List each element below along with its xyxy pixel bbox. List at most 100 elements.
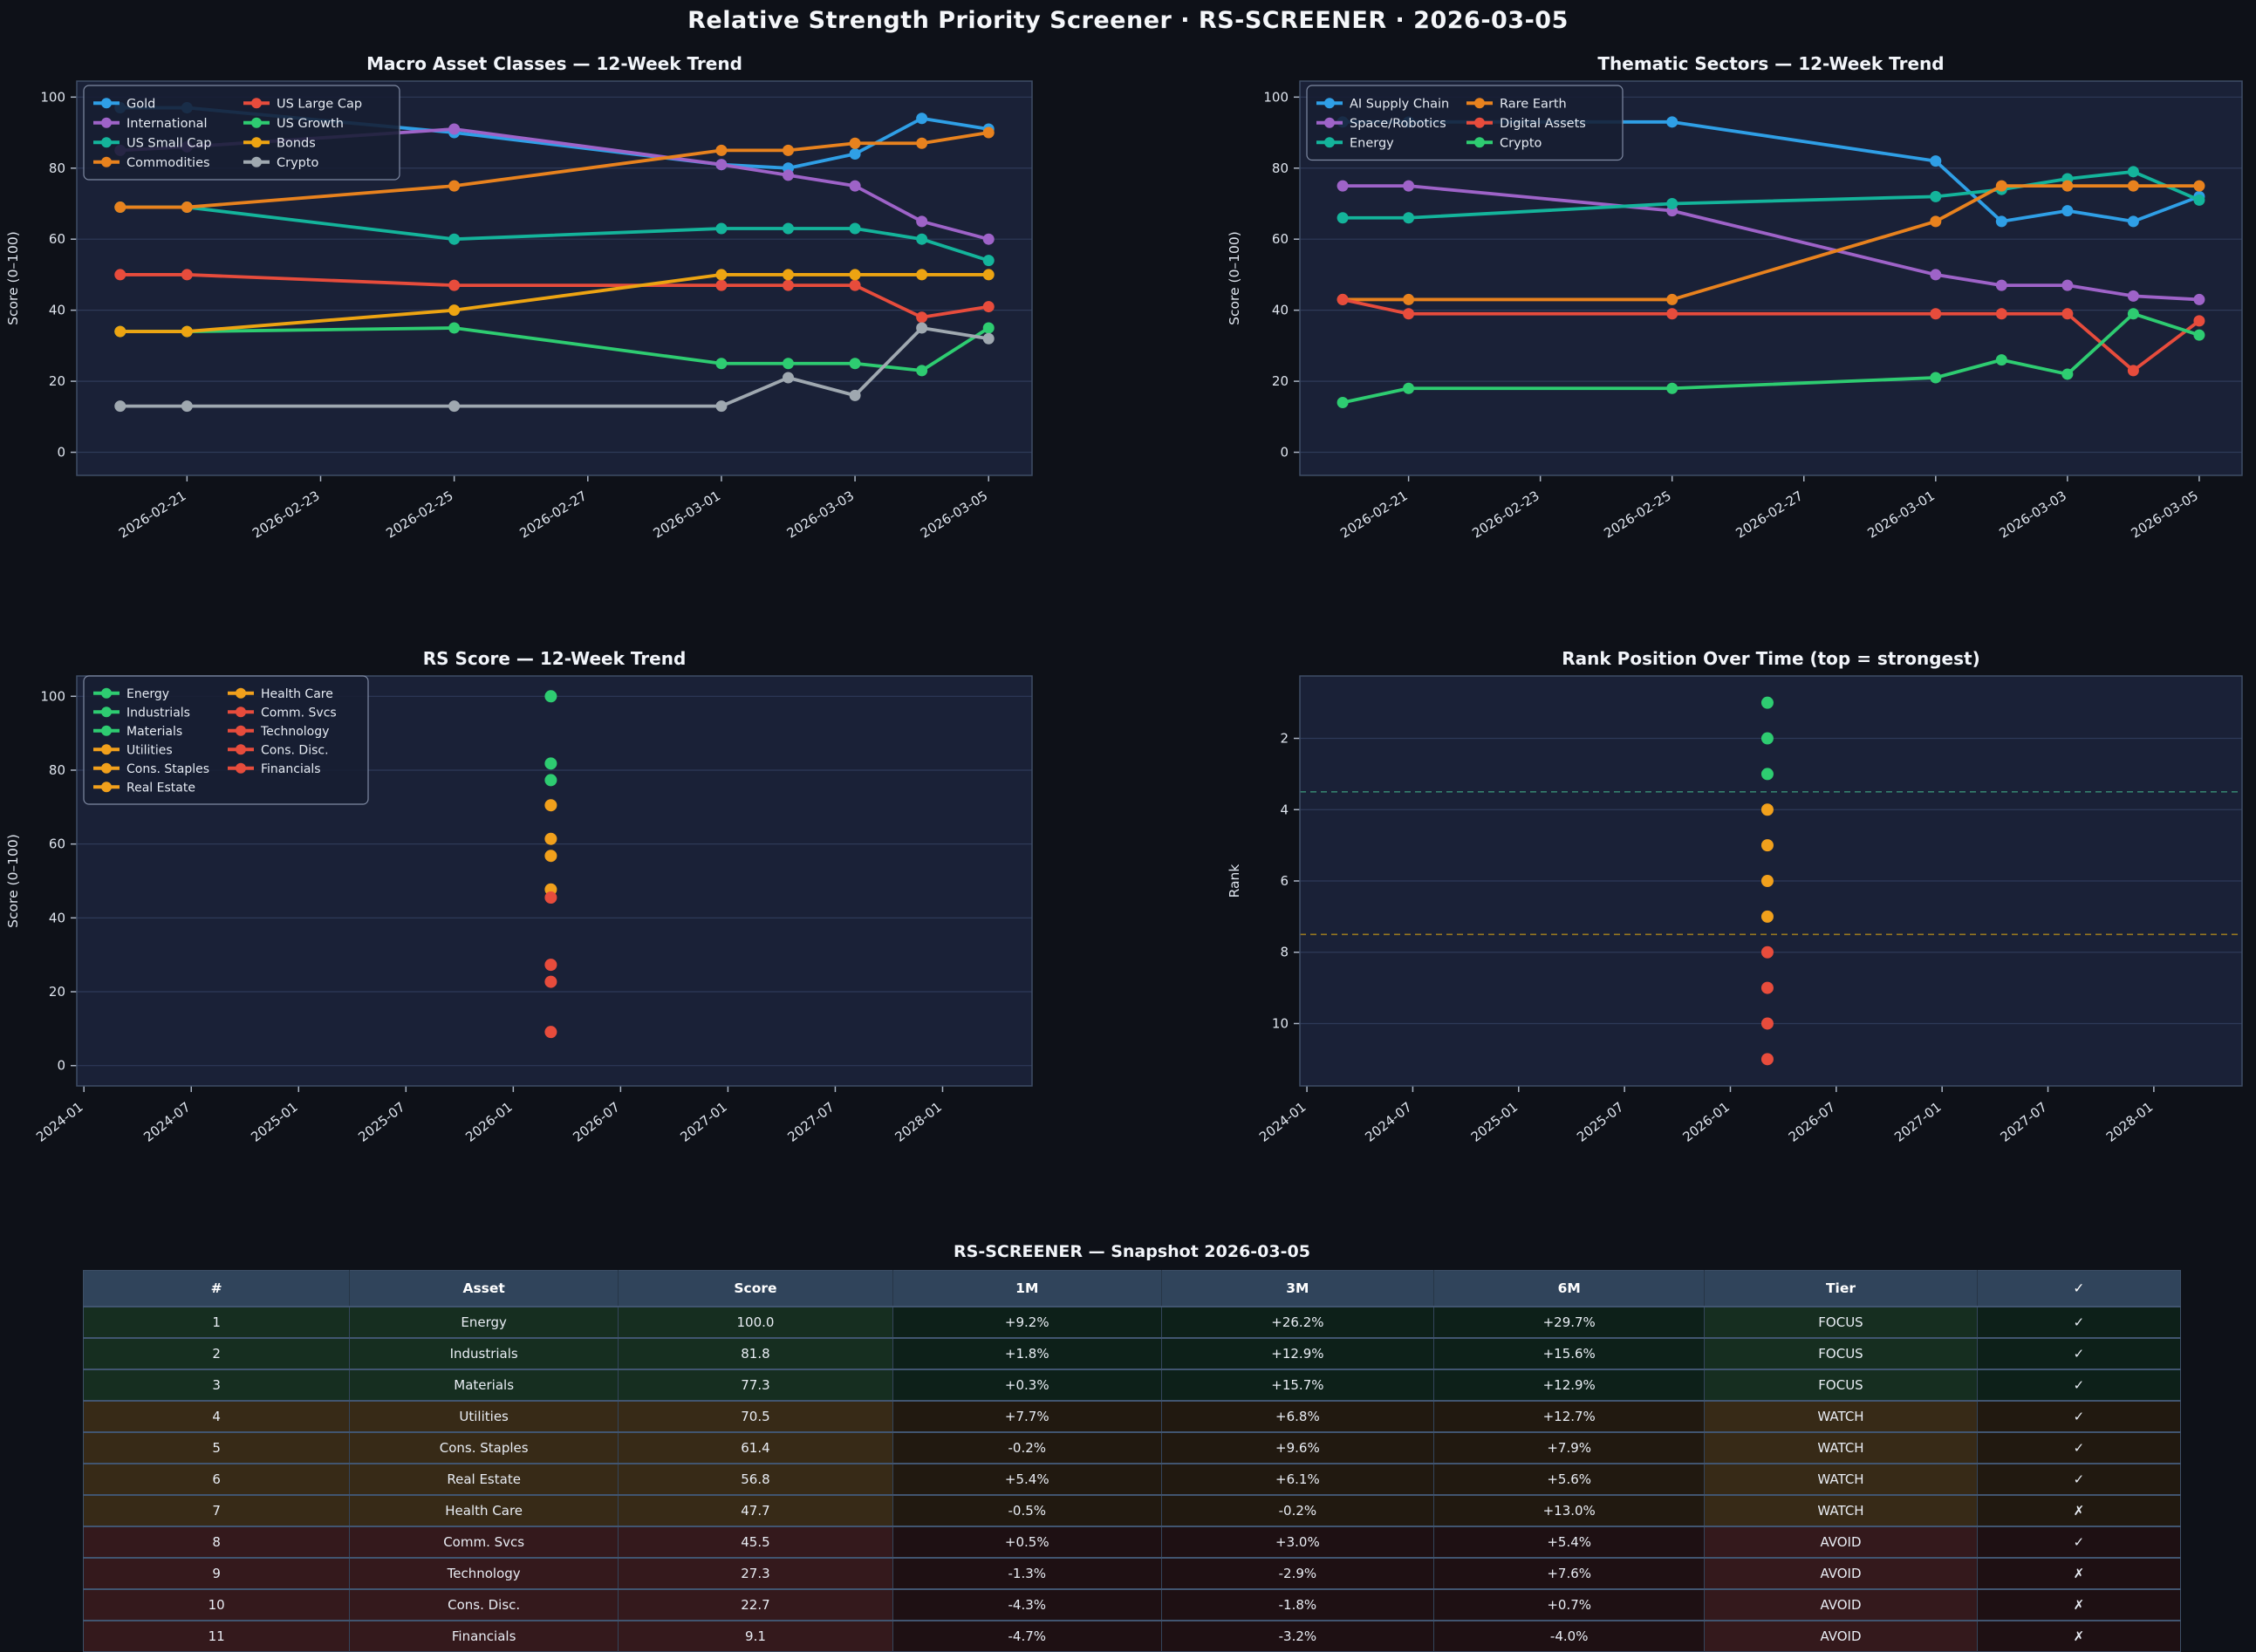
table-cell-check: ✓ — [1976, 1306, 2181, 1338]
table-cell-tier: AVOID — [1704, 1620, 1978, 1652]
svg-text:60: 60 — [49, 231, 65, 247]
svg-text:2025-01: 2025-01 — [248, 1099, 300, 1145]
table-cell-rank: 1 — [83, 1306, 350, 1338]
table-cell-m3: -3.2% — [1160, 1620, 1434, 1652]
series-digital-assets — [1337, 293, 2205, 377]
svg-text:80: 80 — [1272, 160, 1289, 176]
svg-text:Utilities: Utilities — [126, 743, 173, 757]
table-cell-m3: +12.9% — [1160, 1337, 1434, 1369]
table-cell-m1: -0.5% — [892, 1494, 1162, 1526]
svg-text:2028-01: 2028-01 — [2103, 1099, 2156, 1145]
table-cell-asset: Energy — [349, 1306, 619, 1338]
legend-item: Utilities — [93, 743, 173, 757]
point-cons-disc- — [1760, 1017, 1774, 1030]
table-header-cell: Asset — [349, 1270, 619, 1307]
table-row: 8 Comm. Svcs 45.5 +0.5% +3.0% +5.4% AVOID ✓ — [83, 1526, 2181, 1558]
svg-text:80: 80 — [49, 762, 65, 778]
table-cell-rank: 2 — [83, 1337, 350, 1369]
point-financials — [1760, 1053, 1774, 1066]
point-materials — [544, 774, 557, 787]
svg-text:2026-02-23: 2026-02-23 — [1469, 488, 1542, 541]
svg-text:Materials: Materials — [126, 725, 182, 739]
table-cell-tier: AVOID — [1704, 1588, 1978, 1621]
table-cell-m1: -4.3% — [892, 1588, 1162, 1621]
svg-text:2026-03-01: 2026-03-01 — [651, 488, 723, 541]
table-cell-m6: +13.0% — [1433, 1494, 1705, 1526]
svg-text:10: 10 — [1272, 1015, 1289, 1031]
series-commodities — [114, 126, 995, 214]
svg-text:Health Care: Health Care — [261, 687, 333, 701]
table-cell-asset: Cons. Disc. — [349, 1588, 619, 1621]
table-cell-m6: +15.6% — [1433, 1337, 1705, 1369]
legend: Gold International US Small Cap Commodities… — [83, 85, 400, 181]
table-cell-m1: -0.2% — [892, 1431, 1162, 1464]
svg-text:Cons. Staples: Cons. Staples — [126, 762, 209, 776]
svg-text:Crypto: Crypto — [277, 156, 319, 170]
table-header-cell: 6M — [1433, 1270, 1705, 1307]
table-cell-m1: +7.7% — [892, 1400, 1162, 1432]
point-utilities — [1760, 803, 1774, 816]
table-cell-m6: +12.7% — [1433, 1400, 1705, 1432]
table-row: 6 Real Estate 56.8 +5.4% +6.1% +5.6% WATCH ✓ — [83, 1463, 2181, 1495]
legend-item: AI Supply Chain — [1316, 97, 1449, 111]
table-cell-m3: +9.6% — [1160, 1431, 1434, 1464]
legend-item: Bonds — [243, 136, 316, 150]
table-cell-rank: 11 — [83, 1620, 350, 1652]
table-cell-m3: +3.0% — [1160, 1526, 1434, 1558]
svg-text:2026-02-25: 2026-02-25 — [1601, 488, 1673, 541]
series-bonds — [114, 269, 995, 338]
table-title: RS-SCREENER — Snapshot 2026-03-05 — [954, 1242, 1310, 1261]
table-cell-tier: WATCH — [1704, 1431, 1978, 1464]
table-cell-rank: 3 — [83, 1369, 350, 1401]
table-cell-score: 70.5 — [618, 1400, 893, 1432]
legend-item: Gold — [93, 97, 155, 111]
table-row: 4 Utilities 70.5 +7.7% +6.8% +12.7% WATCH ✓ — [83, 1400, 2181, 1432]
chart-title: Thematic Sectors — 12-Week Trend — [1597, 53, 1944, 74]
table-cell-m6: +29.7% — [1433, 1306, 1705, 1338]
table-cell-rank: 9 — [83, 1557, 350, 1589]
point-financials — [544, 1026, 557, 1039]
table-cell-check: ✓ — [1976, 1431, 2181, 1464]
point-cons-staples — [1760, 839, 1774, 852]
legend-item: Digital Assets — [1466, 117, 1586, 131]
svg-text:40: 40 — [49, 910, 65, 925]
legend-item: International — [93, 117, 208, 131]
svg-text:2026-02-21: 2026-02-21 — [1337, 488, 1410, 541]
y-axis-label: Score (0–100) — [5, 231, 21, 325]
svg-text:2024-01: 2024-01 — [33, 1099, 85, 1145]
point-technology — [1760, 981, 1774, 994]
legend-item: Cons. Staples — [93, 762, 209, 776]
table-cell-asset: Materials — [349, 1369, 619, 1401]
table-cell-score: 22.7 — [618, 1588, 893, 1621]
table-cell-check: ✗ — [1976, 1588, 2181, 1621]
point-health-care — [1760, 910, 1774, 923]
table-cell-tier: WATCH — [1704, 1400, 1978, 1432]
plot-border — [1299, 675, 2243, 1087]
svg-text:6: 6 — [1280, 873, 1289, 889]
svg-text:US Growth: US Growth — [277, 117, 344, 131]
svg-text:Financials: Financials — [261, 762, 321, 776]
svg-text:International: International — [126, 117, 208, 131]
table-cell-asset: Comm. Svcs — [349, 1526, 619, 1558]
table-cell-asset: Industrials — [349, 1337, 619, 1369]
svg-text:20: 20 — [49, 373, 65, 389]
legend: Energy Industrials Materials Utilities Cons.… — [83, 675, 369, 805]
table-header-cell: Score — [618, 1270, 893, 1307]
svg-text:2028-01: 2028-01 — [892, 1099, 944, 1145]
svg-text:2026-02-23: 2026-02-23 — [250, 488, 322, 541]
table-cell-rank: 4 — [83, 1400, 350, 1432]
x-axis: 2026-02-21 2026-02-23 2026-02-25 2026-02-27… — [1337, 475, 2201, 542]
table-cell-m6: +7.6% — [1433, 1557, 1705, 1589]
table-cell-m1: +1.8% — [892, 1337, 1162, 1369]
point-industrials — [1760, 732, 1774, 745]
table-cell-score: 61.4 — [618, 1431, 893, 1464]
table-cell-tier: FOCUS — [1704, 1369, 1978, 1401]
table-cell-tier: AVOID — [1704, 1557, 1978, 1589]
svg-text:2027-07: 2027-07 — [1998, 1099, 2050, 1145]
svg-text:4: 4 — [1280, 802, 1289, 817]
table-row: 10 Cons. Disc. 22.7 -4.3% -1.8% +0.7% AVOID ✗ — [83, 1588, 2181, 1621]
point-real-estate — [544, 850, 557, 863]
legend-item: Health Care — [228, 687, 333, 701]
table-cell-m3: +6.1% — [1160, 1463, 1434, 1495]
